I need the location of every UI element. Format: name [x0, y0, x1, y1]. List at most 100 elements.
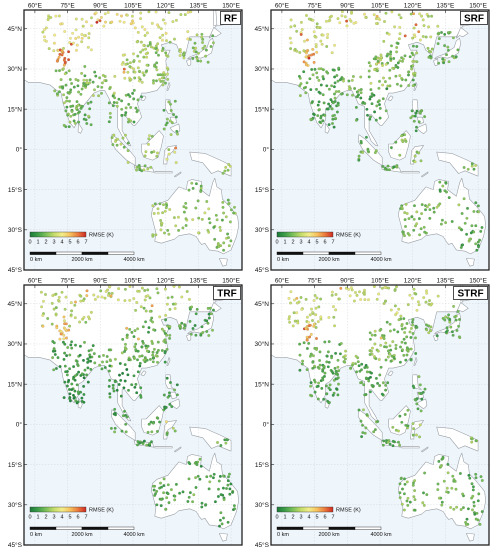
station-point — [141, 325, 145, 329]
station-point — [476, 240, 480, 244]
station-point — [144, 150, 148, 154]
station-point — [468, 237, 472, 241]
station-point — [158, 315, 162, 319]
station-point — [384, 299, 387, 303]
station-point — [389, 50, 393, 54]
station-point — [330, 370, 334, 374]
station-point — [167, 148, 171, 152]
colorbar — [276, 506, 334, 513]
station-point — [418, 12, 422, 16]
station-point — [299, 296, 303, 299]
station-point — [87, 36, 91, 40]
colorbar-tick-label: 4 — [60, 240, 63, 246]
station-point — [307, 320, 310, 324]
station-point — [321, 33, 325, 37]
station-point — [397, 440, 400, 444]
lat-label: 45°S — [255, 541, 270, 549]
colorbar-tick-label: 6 — [323, 240, 326, 246]
station-point — [178, 48, 182, 51]
landmass-honshu — [434, 37, 461, 60]
station-point — [332, 85, 336, 89]
station-point — [386, 164, 390, 168]
landmass-tasmania — [219, 533, 228, 542]
station-point — [155, 154, 159, 158]
station-point — [373, 68, 377, 72]
scalebar-label: 4000 km — [123, 532, 145, 538]
station-point — [304, 327, 308, 331]
station-point — [445, 486, 449, 490]
station-point — [168, 307, 172, 311]
landmass-mindanao — [169, 398, 181, 410]
station-point — [474, 476, 478, 480]
station-point — [301, 359, 305, 363]
station-point — [82, 78, 86, 82]
station-point — [330, 84, 334, 88]
station-point — [218, 474, 222, 478]
station-point — [359, 139, 363, 143]
station-point — [62, 67, 65, 71]
station-point — [112, 101, 116, 104]
station-point — [356, 360, 360, 364]
station-point — [391, 66, 395, 70]
station-point — [416, 407, 420, 411]
station-point — [332, 125, 336, 129]
station-point — [144, 320, 148, 324]
lon-label: 150°E — [222, 2, 240, 10]
station-point — [437, 459, 441, 463]
station-point — [160, 485, 163, 489]
station-point — [477, 245, 480, 249]
landmass-flores — [154, 171, 173, 174]
station-point — [412, 481, 415, 485]
colorbar-tick-label: 3 — [299, 240, 302, 246]
station-point — [354, 362, 357, 366]
station-point — [39, 290, 43, 294]
station-point — [333, 75, 337, 79]
station-point — [85, 122, 89, 125]
station-point — [300, 28, 304, 31]
station-point — [219, 493, 223, 497]
station-point — [151, 484, 155, 488]
station-point — [297, 74, 301, 78]
station-point — [417, 151, 421, 155]
station-point — [87, 32, 91, 36]
station-point — [200, 32, 204, 36]
station-point — [342, 79, 345, 83]
station-point — [155, 68, 159, 72]
station-point — [123, 379, 127, 383]
station-point — [197, 231, 200, 235]
station-point — [474, 242, 478, 246]
station-point — [363, 393, 367, 397]
station-point — [138, 361, 142, 365]
station-point — [425, 289, 428, 293]
station-point — [356, 356, 360, 360]
station-point — [233, 205, 236, 209]
station-point — [351, 363, 354, 367]
station-point — [398, 32, 402, 36]
station-point — [63, 60, 67, 64]
station-point — [132, 52, 135, 56]
station-point — [328, 383, 332, 387]
station-point — [470, 437, 474, 441]
station-point — [295, 296, 299, 300]
station-point — [325, 360, 329, 364]
station-point — [74, 300, 77, 304]
station-point — [68, 41, 72, 44]
station-point — [470, 440, 474, 444]
station-point — [357, 364, 361, 368]
station-point — [305, 14, 308, 17]
station-point — [421, 390, 425, 394]
station-point — [472, 210, 476, 213]
station-point — [395, 50, 399, 54]
station-point — [168, 208, 172, 211]
station-point — [319, 39, 323, 43]
station-point — [309, 117, 313, 121]
station-point — [359, 381, 363, 385]
station-point — [401, 59, 404, 63]
station-point — [142, 73, 146, 77]
station-point — [159, 504, 163, 508]
station-point — [440, 503, 444, 507]
station-point — [355, 95, 359, 99]
station-point — [444, 315, 448, 319]
station-point — [335, 387, 338, 391]
landmass-taiwan — [166, 357, 171, 366]
